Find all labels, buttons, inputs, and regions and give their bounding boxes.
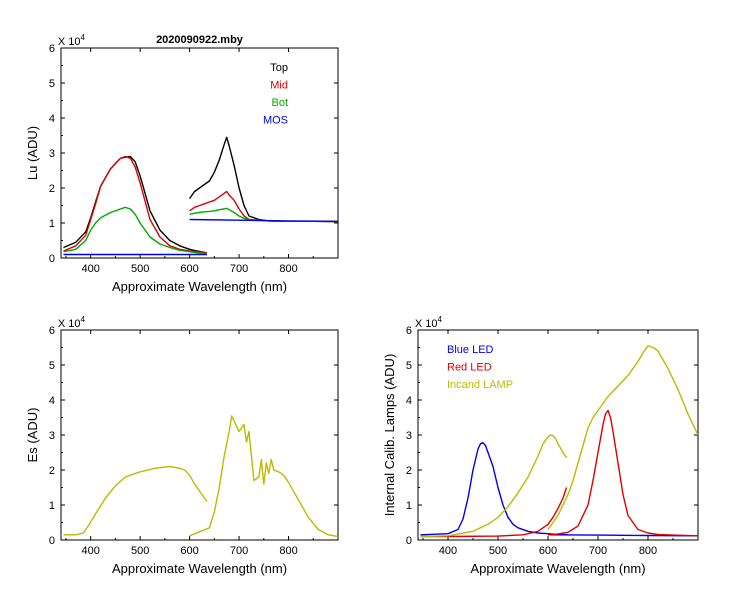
y-tick-label: 6 (49, 43, 55, 55)
series-group (63, 136, 338, 256)
x-axis-label: Approximate Wavelength (nm) (112, 561, 287, 576)
chart-es: 400 500 600 700 800 0 1 2 3 4 5 6X 104 Approximate W… (25, 315, 339, 576)
series-group (63, 415, 338, 538)
y-tick-label: 4 (49, 113, 55, 125)
y-tick-label: 3 (49, 430, 55, 442)
series-line-incand-lamp-0 (420, 434, 568, 538)
y-axis-label: Internal Calib. Lamps (ADU) (382, 354, 397, 517)
plot-frame (60, 47, 339, 259)
plot-frame (60, 329, 339, 541)
y-axis-label: Lu (ADU) (25, 126, 40, 180)
x-tick-label: 800 (279, 263, 297, 275)
y-tick-label: 2 (406, 465, 412, 477)
y-tick-label: 1 (49, 500, 55, 512)
series-line-top-0 (63, 155, 208, 254)
x-tick-label: 700 (589, 545, 607, 557)
chart-lamps: 400 500 600 700 800 0 1 2 3 4 5 6X 104 Approximate W… (382, 315, 699, 576)
legend-entry: MOS (263, 115, 288, 127)
x-tick-label: 700 (230, 545, 248, 557)
y-exponent-label: X 104 (415, 315, 443, 330)
series-line-incand-lamp-1 (547, 345, 698, 530)
x-tick-label: 400 (439, 545, 457, 557)
y-exponent-label: X 104 (58, 315, 86, 330)
series-line-mid-1 (189, 190, 338, 223)
x-tick-label: 700 (230, 263, 248, 275)
x-axis-label: Approximate Wavelength (nm) (470, 561, 645, 576)
series-line-bot-0 (63, 206, 207, 255)
legend: Top Mid Bot MOS (263, 62, 288, 127)
y-tick-label: 6 (406, 325, 412, 337)
series-line-mid-0 (63, 155, 207, 254)
y-tick-label: 0 (49, 535, 55, 547)
series-line-top-1 (189, 136, 338, 223)
y-tick-label: 3 (49, 148, 55, 160)
series-line-blue-led-0 (420, 442, 569, 536)
x-axis-label: Approximate Wavelength (nm) (112, 279, 287, 294)
y-tick-label: 1 (49, 218, 55, 230)
chart-title: 2020090922.mby (156, 34, 244, 46)
y-tick-label: 3 (406, 430, 412, 442)
legend-entry: Incand LAMP (447, 379, 513, 391)
y-tick-label: 6 (49, 325, 55, 337)
series-line-red-led-1 (547, 409, 698, 537)
legend-entry: Top (270, 62, 288, 74)
legend-entry: Red LED (447, 362, 492, 374)
x-tick-label: 500 (489, 545, 507, 557)
y-tick-label: 0 (49, 253, 55, 265)
series-line-es-1 (189, 415, 338, 538)
y-tick-label: 5 (406, 360, 412, 372)
x-tick-label: 800 (639, 545, 657, 557)
series-line-mos-1 (189, 218, 338, 222)
series-line-red-led-0 (420, 487, 568, 538)
chart-lu: 400 500 600 700 800 0 1 2 3 4 5 6X 104 2020090922.mb… (25, 33, 339, 294)
legend-entry: Bot (271, 97, 288, 109)
x-tick-label: 600 (180, 545, 198, 557)
y-exponent-label: X 104 (58, 33, 86, 48)
x-tick-label: 400 (81, 263, 99, 275)
series-group (420, 345, 698, 538)
y-tick-label: 4 (49, 395, 55, 407)
y-tick-label: 2 (49, 465, 55, 477)
legend: Blue LED Red LED Incand LAMP (447, 344, 513, 391)
y-tick-label: 5 (49, 360, 55, 372)
y-tick-label: 4 (406, 395, 412, 407)
x-tick-label: 800 (279, 545, 297, 557)
y-tick-label: 0 (406, 535, 412, 547)
legend-entry: Blue LED (447, 344, 494, 356)
y-tick-label: 5 (49, 78, 55, 90)
y-tick-label: 2 (49, 183, 55, 195)
y-tick-label: 1 (406, 500, 412, 512)
legend-entry: Mid (270, 80, 288, 92)
x-tick-label: 600 (539, 545, 557, 557)
x-tick-label: 500 (131, 545, 149, 557)
x-tick-label: 500 (131, 263, 149, 275)
series-line-es-0 (63, 465, 208, 536)
x-tick-label: 400 (81, 545, 99, 557)
y-axis-label: Es (ADU) (25, 408, 40, 463)
x-tick-label: 600 (180, 263, 198, 275)
